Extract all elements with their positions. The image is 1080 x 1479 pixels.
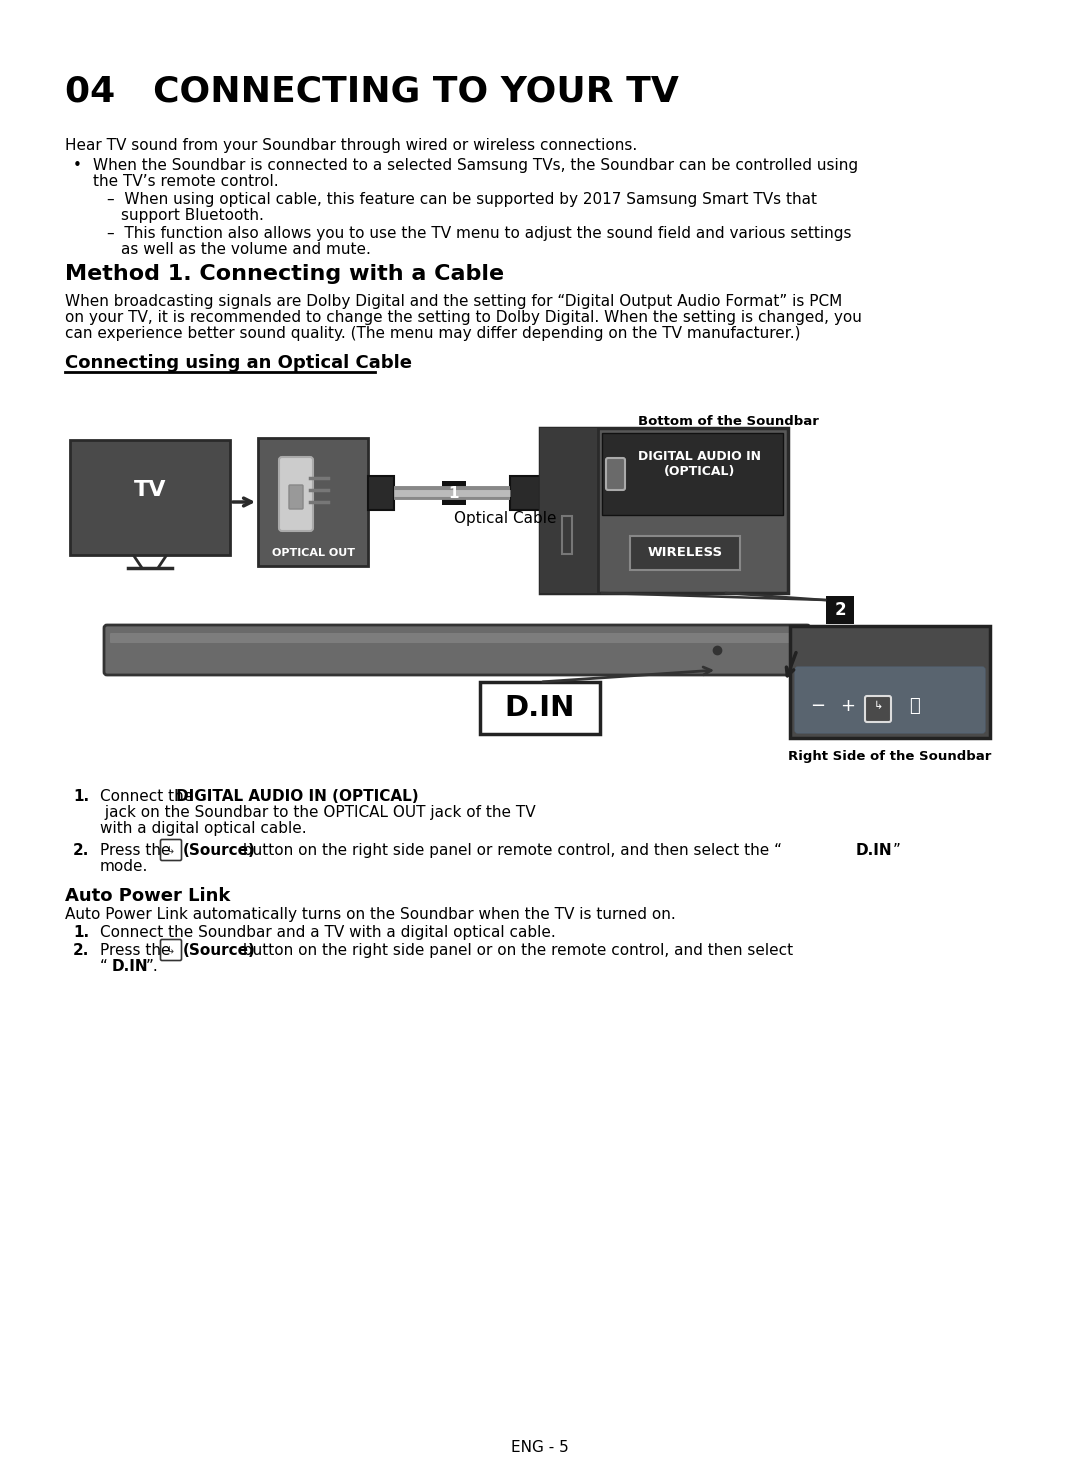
FancyBboxPatch shape	[789, 626, 990, 738]
FancyBboxPatch shape	[865, 697, 891, 722]
Text: ↳: ↳	[874, 701, 882, 711]
Text: Method 1. Connecting with a Cable: Method 1. Connecting with a Cable	[65, 263, 504, 284]
FancyBboxPatch shape	[70, 439, 230, 555]
FancyBboxPatch shape	[630, 535, 740, 569]
FancyBboxPatch shape	[161, 939, 181, 960]
Text: •: •	[73, 158, 82, 173]
Text: 04   CONNECTING TO YOUR TV: 04 CONNECTING TO YOUR TV	[65, 75, 679, 109]
Text: ↳: ↳	[167, 845, 175, 855]
FancyBboxPatch shape	[510, 476, 540, 510]
Text: the TV’s remote control.: the TV’s remote control.	[93, 175, 279, 189]
Text: DIGITAL AUDIO IN (OPTICAL): DIGITAL AUDIO IN (OPTICAL)	[176, 788, 419, 805]
Text: jack on the Soundbar to the OPTICAL OUT jack of the TV: jack on the Soundbar to the OPTICAL OUT …	[100, 805, 536, 819]
Text: can experience better sound quality. (The menu may differ depending on the TV ma: can experience better sound quality. (Th…	[65, 325, 800, 342]
Text: ↳: ↳	[167, 945, 175, 955]
FancyBboxPatch shape	[368, 476, 394, 510]
Text: +: +	[840, 697, 855, 714]
Text: as well as the volume and mute.: as well as the volume and mute.	[121, 243, 370, 257]
Text: When the Soundbar is connected to a selected Samsung TVs, the Soundbar can be co: When the Soundbar is connected to a sele…	[93, 158, 859, 173]
Text: on your TV, it is recommended to change the setting to Dolby Digital. When the s: on your TV, it is recommended to change …	[65, 311, 862, 325]
Text: Hear TV sound from your Soundbar through wired or wireless connections.: Hear TV sound from your Soundbar through…	[65, 138, 637, 152]
Text: OPTICAL OUT: OPTICAL OUT	[271, 549, 354, 558]
FancyBboxPatch shape	[480, 682, 600, 734]
Text: ”.: ”.	[146, 958, 159, 975]
Text: 1.: 1.	[73, 924, 90, 941]
FancyBboxPatch shape	[258, 438, 368, 566]
FancyBboxPatch shape	[602, 433, 783, 515]
Text: 1: 1	[449, 485, 459, 500]
Text: DIGITAL AUDIO IN
(OPTICAL): DIGITAL AUDIO IN (OPTICAL)	[638, 450, 761, 478]
Text: (Source): (Source)	[183, 843, 256, 858]
FancyBboxPatch shape	[606, 458, 625, 490]
Text: Connect the Soundbar and a TV with a digital optical cable.: Connect the Soundbar and a TV with a dig…	[100, 924, 556, 941]
FancyBboxPatch shape	[540, 427, 788, 593]
Text: support Bluetooth.: support Bluetooth.	[121, 209, 264, 223]
Text: Bottom of the Soundbar: Bottom of the Soundbar	[638, 416, 819, 427]
Text: –  This function also allows you to use the TV menu to adjust the sound field an: – This function also allows you to use t…	[107, 226, 851, 241]
FancyBboxPatch shape	[104, 626, 810, 674]
FancyBboxPatch shape	[442, 481, 465, 504]
Text: 2.: 2.	[73, 843, 90, 858]
Text: –  When using optical cable, this feature can be supported by 2017 Samsung Smart: – When using optical cable, this feature…	[107, 192, 816, 207]
Text: WIRELESS: WIRELESS	[647, 547, 723, 559]
FancyBboxPatch shape	[540, 427, 598, 593]
Text: button on the right side panel or on the remote control, and then select: button on the right side panel or on the…	[238, 944, 793, 958]
Text: ENG - 5: ENG - 5	[511, 1441, 569, 1455]
Text: Optical Cable: Optical Cable	[454, 512, 556, 527]
FancyBboxPatch shape	[289, 485, 303, 509]
Text: (Source): (Source)	[183, 944, 256, 958]
Text: Press the: Press the	[100, 944, 175, 958]
Text: D.IN: D.IN	[856, 843, 893, 858]
Text: Connecting using an Optical Cable: Connecting using an Optical Cable	[65, 353, 411, 373]
Text: TV: TV	[134, 481, 166, 500]
Text: ⏻: ⏻	[909, 697, 920, 714]
Text: Connect the: Connect the	[100, 788, 198, 805]
FancyBboxPatch shape	[795, 667, 985, 734]
Text: 2: 2	[834, 600, 846, 620]
FancyBboxPatch shape	[279, 457, 313, 531]
Text: Auto Power Link automatically turns on the Soundbar when the TV is turned on.: Auto Power Link automatically turns on t…	[65, 907, 676, 921]
FancyBboxPatch shape	[826, 596, 854, 624]
Text: D.IN: D.IN	[112, 958, 149, 975]
FancyBboxPatch shape	[161, 840, 181, 861]
Text: D.IN: D.IN	[504, 694, 576, 722]
Text: mode.: mode.	[100, 859, 148, 874]
Text: 2.: 2.	[73, 944, 90, 958]
Text: with a digital optical cable.: with a digital optical cable.	[100, 821, 307, 836]
FancyBboxPatch shape	[110, 633, 804, 643]
Text: −: −	[810, 697, 825, 714]
Text: Auto Power Link: Auto Power Link	[65, 887, 230, 905]
FancyBboxPatch shape	[562, 516, 572, 555]
Text: button on the right side panel or remote control, and then select the “: button on the right side panel or remote…	[238, 843, 782, 858]
Text: Press the: Press the	[100, 843, 175, 858]
Text: ”: ”	[893, 843, 901, 858]
Text: 1.: 1.	[73, 788, 90, 805]
Text: Right Side of the Soundbar: Right Side of the Soundbar	[788, 750, 991, 763]
Text: When broadcasting signals are Dolby Digital and the setting for “Digital Output : When broadcasting signals are Dolby Digi…	[65, 294, 842, 309]
Text: “: “	[100, 958, 108, 975]
